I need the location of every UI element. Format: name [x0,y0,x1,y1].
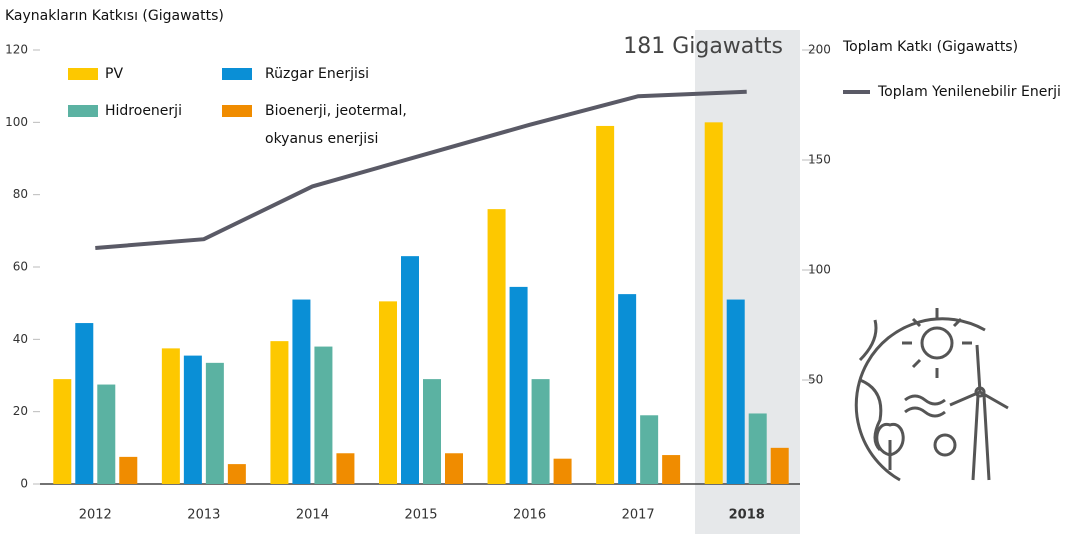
bar [119,456,138,484]
bar [270,341,289,484]
bar [618,294,637,484]
bar [401,256,419,484]
bar [726,299,745,484]
bar [423,379,441,484]
bar [292,299,311,484]
bar [553,458,572,484]
bar [662,455,681,484]
x-tick-label: 2016 [513,508,546,523]
bar [336,453,355,484]
legend-swatch [68,68,98,80]
y-tick-label: 0 [20,477,28,491]
y-tick-label: 80 [13,187,28,201]
bar [445,453,463,484]
bar [161,348,180,484]
bar [97,384,116,484]
bar [770,447,789,484]
bar [75,323,94,484]
y2-tick-label: 100 [808,263,831,277]
y-tick-label: 100 [5,115,28,129]
y-tick-label: 40 [13,332,28,346]
bar [53,379,72,484]
legend-label: Toplam Yenilenebilir Enerji [878,84,1061,100]
legend-swatch [68,105,98,117]
legend-label: Rüzgar Enerjisi [265,66,370,82]
legend-swatch [222,68,252,80]
annotation: 181 Gigawatts [623,34,783,59]
bar [748,413,767,484]
y2-title: Toplam Katkı (Gigawatts) [842,39,1018,55]
bar [314,346,333,484]
y2-tick-label: 200 [808,43,831,57]
chart-title: Kaynakların Katkısı (Gigawatts) [5,8,224,24]
x-tick-label: 2018 [729,508,765,523]
y2-tick-label: 50 [808,373,823,387]
bar [183,355,202,484]
legend-label: Bioenerji, jeotermal, okyanus enerjisi [265,103,407,147]
renewables-icon [854,308,1009,482]
bar [227,464,246,484]
x-tick-label: 2017 [622,508,655,523]
bar [487,209,506,484]
bar [704,122,723,484]
legend-label: Hidroenerji [105,103,182,119]
bar [379,301,397,484]
y-tick-label: 120 [5,43,28,57]
y-tick-label: 20 [13,404,28,418]
bar [509,286,528,484]
x-tick-label: 2015 [404,508,437,523]
x-tick-label: 2013 [187,508,220,523]
x-tick-label: 2014 [296,508,329,523]
legend-label: PV [105,66,124,82]
bar [596,125,615,484]
y-tick-label: 60 [13,260,28,274]
bar [531,379,550,484]
bar [205,362,224,484]
y2-tick-label: 150 [808,153,831,167]
total-line [95,89,747,250]
bar [640,415,659,484]
x-tick-label: 2012 [79,508,112,523]
legend-swatch [222,105,252,117]
